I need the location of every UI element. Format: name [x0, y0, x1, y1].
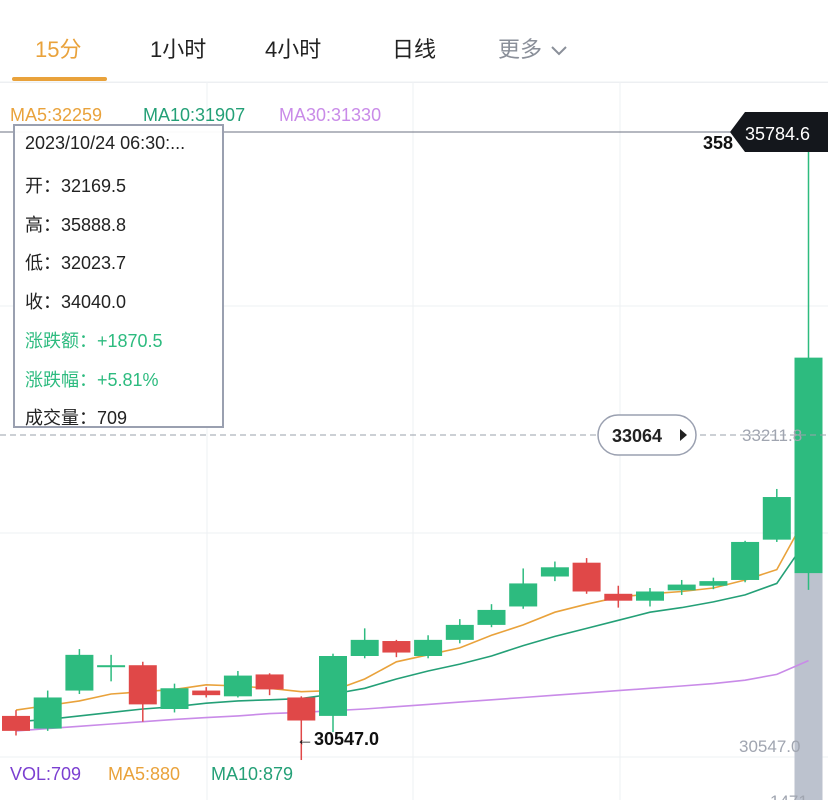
- tooltip-datetime: 2023/10/24 06:30:...: [25, 133, 185, 154]
- tooltip-volume: 成交量：709: [25, 404, 127, 430]
- candle-body-20: [636, 591, 664, 600]
- vol-legend: VOL:709: [10, 764, 81, 784]
- candle-body-11: [351, 640, 379, 656]
- candle-17: [541, 562, 569, 582]
- candle-23: [731, 541, 759, 582]
- candle-body-22: [699, 581, 727, 586]
- candle-body-8: [256, 674, 284, 689]
- candle-body-24: [763, 497, 791, 540]
- ma30-legend: MA30:31330: [279, 105, 381, 125]
- min-price-marker: ←30547.0: [296, 729, 379, 749]
- candle-2: [65, 649, 93, 694]
- tooltip-high: 高：35888.8: [25, 211, 126, 237]
- candle-3: [97, 655, 125, 681]
- candle-body-4: [129, 665, 157, 704]
- vol-ma10-legend: MA10:879: [211, 764, 293, 784]
- candle-10: [319, 654, 347, 732]
- candle-body-6: [192, 691, 220, 696]
- candle-1: [34, 691, 62, 731]
- crosshair-price-label: 35784.6: [745, 124, 810, 144]
- current-price-axis-label: 33211.8: [742, 426, 802, 445]
- candle-body-3: [97, 665, 125, 667]
- candle-14: [446, 619, 474, 643]
- candle-body-17: [541, 567, 569, 576]
- tooltip-low: 低：32023.7: [25, 249, 126, 275]
- candle-body-21: [668, 585, 696, 591]
- candle-20: [636, 588, 664, 606]
- candle-body-9: [287, 697, 315, 720]
- candle-13: [414, 635, 442, 658]
- candle-25: [795, 145, 823, 590]
- vol-axis-label: 1471: [770, 792, 808, 800]
- low-axis-label: 30547.0: [739, 737, 800, 756]
- candle-body-2: [65, 655, 93, 691]
- candle-24: [763, 489, 791, 542]
- candle-8: [256, 673, 284, 695]
- candle-body-23: [731, 542, 759, 580]
- candle-body-0: [2, 716, 30, 731]
- candle-info-tooltip: 2023/10/24 06:30:... 开：32169.5 高：35888.8…: [13, 124, 224, 428]
- candle-body-14: [446, 625, 474, 640]
- candle-body-19: [604, 594, 632, 601]
- candle-body-13: [414, 640, 442, 656]
- tooltip-change-pct: 涨跌幅：+5.81%: [25, 366, 159, 392]
- candle-4: [129, 662, 157, 722]
- tooltip-open: 开：32169.5: [25, 172, 126, 198]
- candle-body-7: [224, 676, 252, 697]
- ma10-legend: MA10:31907: [143, 105, 245, 125]
- tooltip-change: 涨跌额：+1870.5: [25, 327, 163, 353]
- candle-body-18: [573, 563, 601, 592]
- candle-body-16: [509, 583, 537, 606]
- candle-body-12: [382, 641, 410, 653]
- current-price-value: 33064: [612, 426, 662, 446]
- candle-body-1: [34, 697, 62, 728]
- vol-ma5-legend: MA5:880: [108, 764, 180, 784]
- candle-7: [224, 671, 252, 697]
- candle-12: [382, 640, 410, 657]
- crosshair-hidden-label: 358: [703, 133, 733, 153]
- candle-22: [699, 578, 727, 590]
- candle-body-10: [319, 656, 347, 716]
- candle-19: [604, 586, 632, 608]
- candle-18: [573, 558, 601, 594]
- ma5-legend: MA5:32259: [10, 105, 102, 125]
- candle-11: [351, 628, 379, 658]
- candle-16: [509, 568, 537, 608]
- tooltip-close: 收：34040.0: [25, 288, 126, 314]
- candle-0: [2, 710, 30, 735]
- candle-body-5: [161, 688, 189, 709]
- candle-body-25: [795, 358, 823, 573]
- volume-bar-last: [795, 555, 823, 800]
- candle-15: [478, 604, 506, 627]
- candle-6: [192, 687, 220, 697]
- candle-body-15: [478, 610, 506, 625]
